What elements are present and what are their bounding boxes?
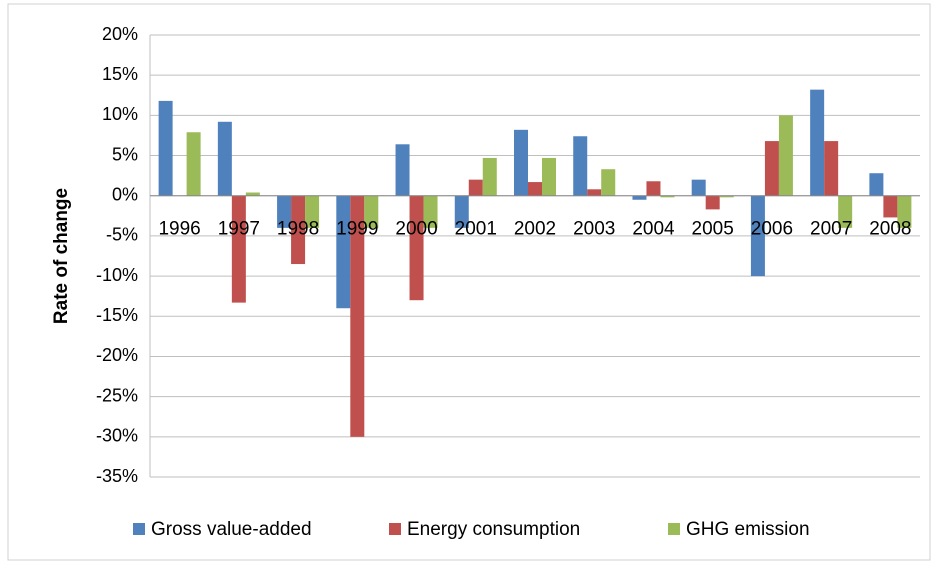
bar	[869, 173, 884, 196]
x-tick-label: 2004	[632, 219, 675, 240]
legend-swatch	[389, 523, 401, 535]
legend-label: GHG emission	[686, 519, 810, 540]
bar	[764, 141, 779, 196]
bar	[186, 132, 201, 196]
bar	[719, 195, 734, 198]
bar	[217, 121, 232, 196]
bar	[660, 195, 675, 198]
legend-label: Gross value-added	[151, 519, 312, 540]
x-tick-label: 2007	[810, 219, 852, 240]
bar	[291, 195, 306, 265]
chart-border	[7, 3, 931, 561]
y-tick-label: -30%	[96, 426, 138, 446]
y-tick-label: 5%	[112, 144, 138, 164]
bar	[409, 195, 424, 301]
bar	[423, 195, 438, 228]
bar	[573, 136, 588, 196]
bar	[514, 129, 528, 196]
bar	[395, 144, 410, 196]
bar	[231, 195, 246, 303]
y-tick-label: 10%	[102, 104, 138, 124]
x-tick-label: 2005	[692, 219, 734, 240]
y-tick-label: -20%	[96, 345, 138, 365]
legend-label: Energy consumption	[407, 519, 580, 540]
bar	[542, 157, 556, 196]
bar	[468, 179, 483, 196]
bar	[364, 195, 379, 228]
y-axis-title: Rate of change	[51, 188, 72, 324]
y-tick-label: 15%	[102, 64, 138, 84]
bar	[336, 195, 351, 309]
bar	[305, 195, 320, 228]
y-tick-label: 0%	[112, 184, 138, 204]
bar	[454, 195, 469, 228]
bar	[587, 189, 602, 196]
y-tick-label: -35%	[96, 466, 138, 486]
x-tick-label: 2003	[573, 219, 615, 240]
y-tick-label: -10%	[96, 265, 138, 285]
legend-swatch	[133, 523, 145, 535]
y-tick-label: -15%	[96, 305, 138, 325]
y-tick-label: -5%	[106, 225, 138, 245]
bar	[482, 157, 497, 196]
y-tick-label: -25%	[96, 385, 138, 405]
x-tick-label: 2000	[395, 219, 437, 240]
bar	[750, 195, 765, 277]
bar	[245, 192, 260, 196]
bar	[778, 115, 793, 196]
bar	[897, 195, 912, 228]
bar	[601, 169, 616, 196]
x-tick-label: 1996	[158, 219, 200, 240]
bar	[883, 195, 898, 218]
bar	[691, 179, 706, 196]
y-tick-label: 20%	[102, 24, 138, 44]
bar	[632, 195, 647, 200]
bar	[838, 195, 853, 228]
x-tick-label: 1997	[218, 219, 260, 240]
bar	[646, 181, 661, 196]
x-tick-label: 2001	[455, 219, 497, 240]
x-tick-label: 2008	[869, 219, 911, 240]
x-tick-label: 2002	[514, 219, 556, 240]
bar	[158, 100, 173, 196]
x-tick-label: 2006	[751, 219, 793, 240]
x-tick-label: 1998	[277, 219, 319, 240]
bar	[277, 195, 292, 228]
bar	[350, 195, 365, 437]
bar	[528, 182, 542, 196]
bar	[705, 195, 720, 210]
legend-swatch	[668, 523, 680, 535]
bar	[824, 141, 839, 196]
bar	[810, 89, 825, 196]
x-tick-label: 1999	[336, 219, 378, 240]
